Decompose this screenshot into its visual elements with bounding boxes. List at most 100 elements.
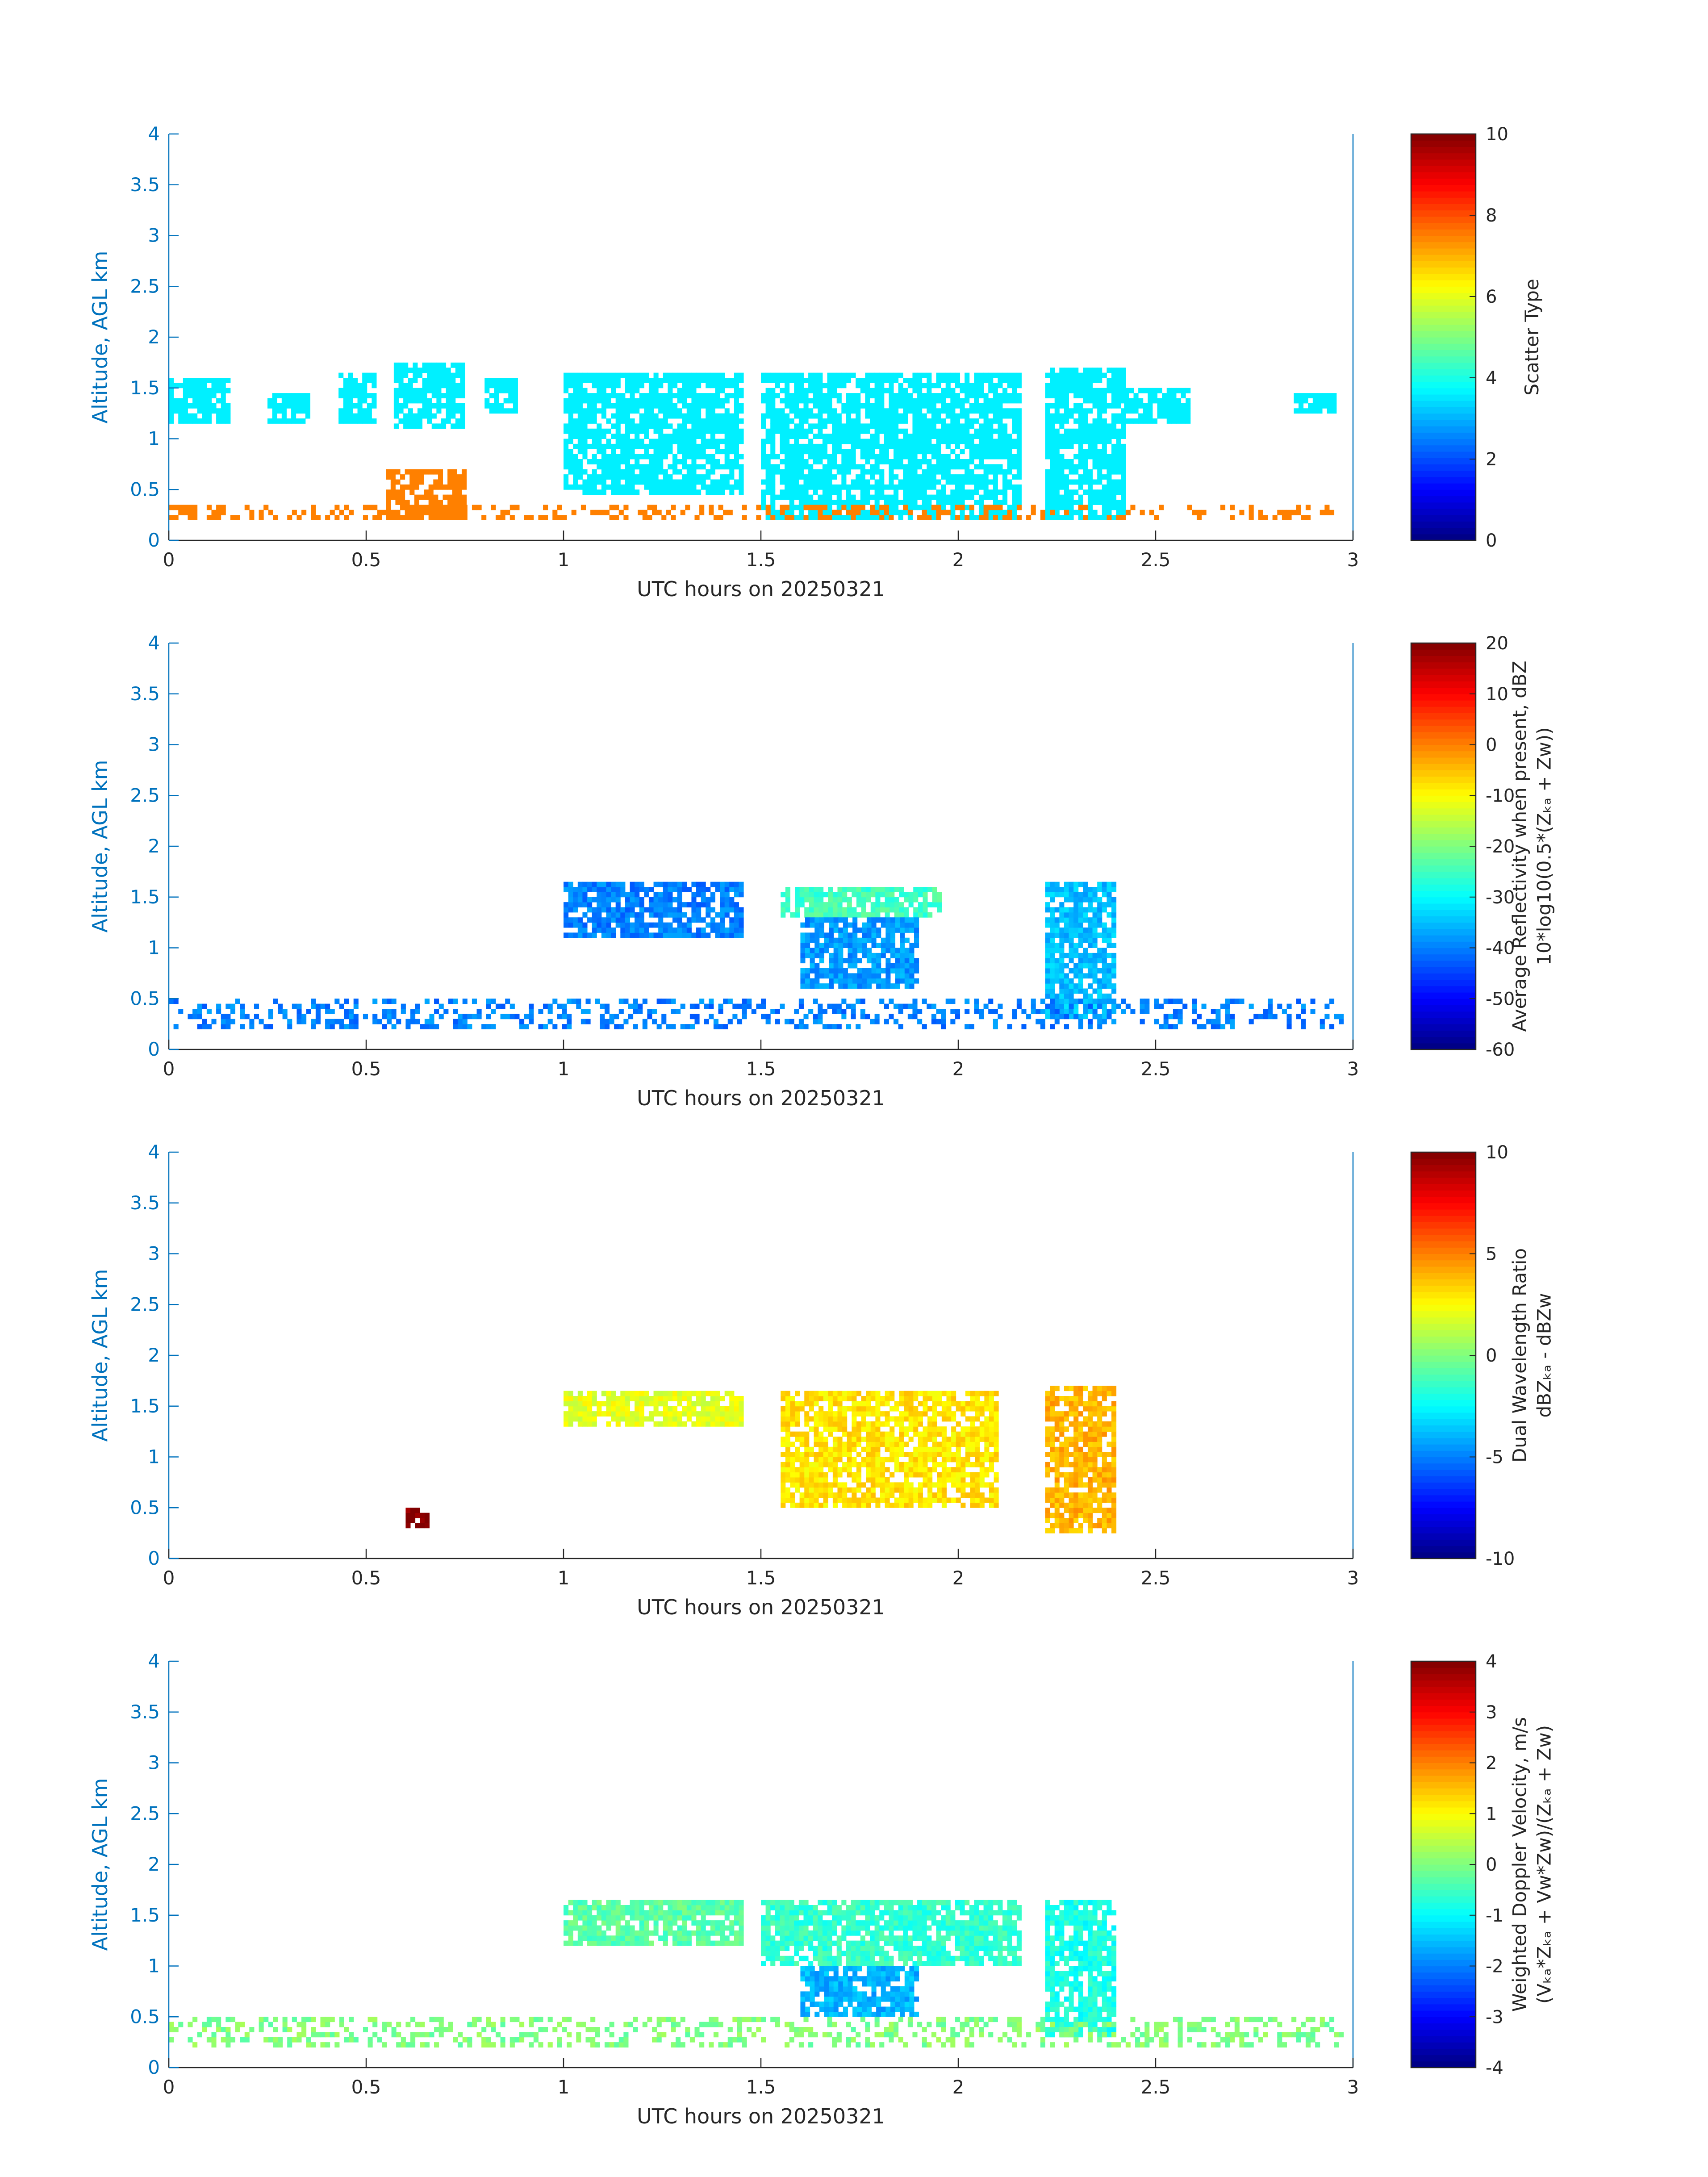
heatmap-cell: [1176, 413, 1182, 419]
heatmap-cell: [836, 413, 842, 419]
heatmap-cell: [856, 378, 861, 383]
heatmap-cell: [433, 484, 438, 490]
heatmap-cell: [386, 1019, 392, 1024]
heatmap-cell: [884, 454, 889, 460]
heatmap-cell: [1116, 505, 1121, 510]
heatmap-cell: [618, 1024, 624, 1029]
heatmap-cell: [922, 510, 927, 515]
heatmap-cell: [713, 1019, 719, 1024]
heatmap-cell: [917, 423, 923, 429]
colorbar-segment: [1411, 159, 1476, 166]
heatmap-cell: [809, 907, 814, 913]
heatmap-cell: [611, 378, 616, 383]
heatmap-cell: [795, 912, 800, 918]
heatmap-cell: [1092, 958, 1098, 964]
heatmap-cell: [615, 464, 621, 470]
heatmap-cell: [869, 418, 875, 424]
heatmap-cell: [343, 413, 348, 419]
heatmap-cell: [846, 393, 852, 398]
heatmap-cell: [311, 505, 316, 510]
heatmap-cell: [564, 459, 569, 464]
heatmap-cell: [343, 383, 348, 389]
heatmap-cell: [761, 378, 766, 383]
heatmap-cell: [413, 368, 418, 373]
heatmap-cell: [1069, 937, 1074, 943]
heatmap-cell: [1121, 464, 1126, 470]
heatmap-cell: [1102, 973, 1107, 979]
heatmap-cell: [292, 1003, 297, 1009]
heatmap-cell: [978, 383, 984, 389]
colorbar-segment: [1411, 191, 1476, 198]
heatmap-cell: [841, 469, 847, 475]
heatmap-cell: [876, 958, 881, 964]
heatmap-cell: [611, 882, 616, 887]
heatmap-cell: [408, 418, 413, 424]
heatmap-cell: [216, 510, 221, 515]
heatmap-cell: [514, 1014, 520, 1020]
heatmap-cell: [653, 393, 659, 398]
heatmap-cell: [865, 388, 870, 393]
heatmap-cell: [686, 403, 692, 409]
heatmap-cell: [372, 383, 377, 389]
heatmap-cell: [1121, 1009, 1126, 1014]
heatmap-cell: [206, 393, 212, 398]
heatmap-cell: [785, 897, 790, 903]
heatmap-cell: [836, 1024, 842, 1029]
heatmap-cell: [1026, 515, 1031, 520]
heatmap-cell: [978, 510, 984, 515]
heatmap-cell: [885, 928, 891, 933]
heatmap-cell: [869, 464, 875, 470]
heatmap-cell: [452, 500, 457, 505]
heatmap-cell: [592, 922, 597, 928]
heatmap-cell: [945, 403, 951, 409]
heatmap-cell: [904, 983, 910, 989]
heatmap-cell: [620, 892, 626, 898]
heatmap-cell: [1073, 428, 1079, 434]
heatmap-cell: [808, 423, 814, 429]
heatmap-cell: [870, 902, 876, 907]
heatmap-cell: [639, 897, 644, 903]
heatmap-cell: [969, 469, 974, 475]
heatmap-cell: [894, 449, 899, 455]
colorbar-tick-label: 10: [1486, 124, 1508, 145]
heatmap-cell: [663, 922, 668, 928]
heatmap-cell: [903, 510, 908, 515]
heatmap-cell: [311, 1003, 316, 1009]
heatmap-cell: [874, 454, 880, 460]
heatmap-cell: [912, 418, 918, 424]
heatmap-cell: [414, 500, 419, 505]
heatmap-cell: [509, 1014, 515, 1020]
heatmap-cell: [785, 484, 790, 490]
heatmap-cell: [443, 484, 448, 490]
heatmap-cell: [564, 383, 569, 389]
heatmap-cells: [169, 882, 1344, 1029]
heatmap-cell: [803, 479, 809, 485]
heatmap-cell: [836, 1009, 842, 1014]
heatmap-cell: [945, 383, 951, 389]
heatmap-cell: [922, 494, 927, 500]
heatmap-cell: [889, 413, 894, 419]
heatmap-cell: [461, 510, 467, 515]
heatmap-cell: [587, 489, 593, 495]
heatmap-cell: [457, 510, 462, 515]
heatmap-cell: [494, 393, 499, 398]
heatmap-cell: [974, 383, 979, 389]
heatmap-cell: [701, 393, 706, 398]
heatmap-cell: [800, 968, 806, 974]
heatmap-cell: [798, 999, 804, 1004]
heatmap-cell: [829, 953, 834, 958]
heatmap-cell: [813, 505, 818, 510]
heatmap-cell: [460, 413, 465, 419]
heatmap-cell: [1092, 398, 1098, 404]
heatmap-cell: [362, 383, 367, 389]
heatmap-cell: [573, 479, 578, 485]
heatmap-cell: [822, 393, 828, 398]
heatmap-cell: [390, 494, 396, 500]
heatmap-cell: [874, 459, 880, 464]
heatmap-cell: [851, 372, 856, 378]
heatmap-cell: [564, 423, 569, 429]
heatmap-cell: [876, 943, 881, 948]
heatmap-cell: [427, 378, 432, 383]
heatmap-cell: [729, 928, 735, 933]
heatmap-cell: [1073, 372, 1079, 378]
